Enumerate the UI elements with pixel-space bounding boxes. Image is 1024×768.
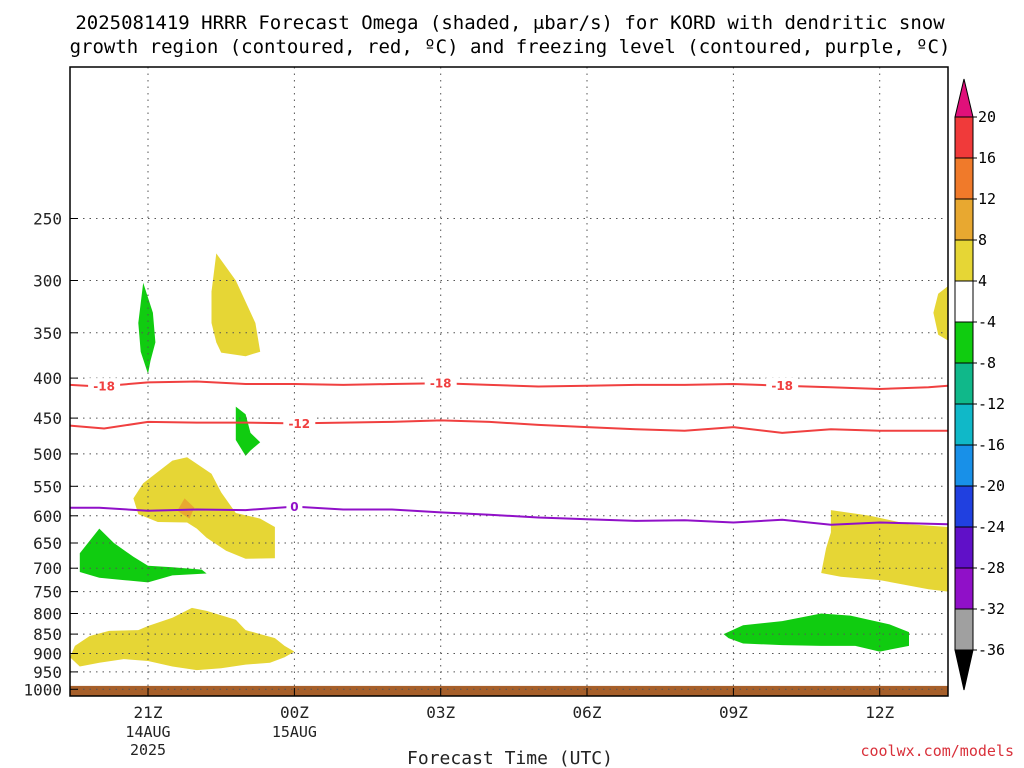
y-tick-label-250: 250 (33, 210, 62, 229)
contour-line-12 (69, 419, 948, 434)
omega-region-7 (138, 282, 156, 374)
y-tick-label-600: 600 (33, 507, 62, 526)
omega-region-1 (211, 253, 261, 357)
x-tick-label-06z: 06Z (573, 703, 602, 722)
colorbar-segment-16-20 (954, 444, 974, 487)
colorbar-segment-16-12 (954, 157, 974, 200)
colorbar-label-36: -36 (978, 641, 1005, 659)
y-tick-label-900: 900 (33, 645, 62, 664)
pressure-axis: 2503003504004505005506006507007508008509… (23, 210, 78, 699)
contour-label-bg (424, 375, 457, 391)
omega-region-8 (235, 406, 261, 456)
contour-label-bg (283, 415, 316, 431)
colorbar-segment-4-8 (954, 321, 974, 364)
ground-fill (70, 685, 948, 696)
plot-frame (69, 66, 949, 697)
omega-region-4 (177, 498, 195, 519)
contour-label-18: -18 (93, 380, 115, 394)
temperature-contours: -18 -18 -18 -12 0 (69, 375, 949, 526)
colorbar-segment-12-16 (954, 403, 974, 446)
ground-layer (70, 685, 948, 696)
contour-label-12: -12 (288, 417, 310, 431)
contour-label-bg (286, 498, 303, 514)
x-tick-label-00z: 00Z (280, 703, 309, 722)
x-year-label: 2025 (130, 741, 166, 759)
y-tick-label-500: 500 (33, 445, 62, 464)
contour-line-0 (70, 505, 949, 526)
gridlines (70, 67, 948, 696)
x-date-label-15aug: 15AUG (272, 723, 317, 741)
chart-title: 2025081419 HRRR Forecast Omega (shaded, … (70, 12, 951, 58)
colorbar-segment-32-36 (954, 608, 974, 651)
omega-region-3 (133, 457, 275, 559)
x-tick-label-12z: 12Z (865, 703, 894, 722)
y-tick-label-650: 650 (33, 534, 62, 553)
colorbar-segment-8-12 (954, 362, 974, 405)
contour-line-18 (69, 380, 949, 391)
omega-shaded-regions (70, 253, 948, 671)
colorbar-segment-12-8 (954, 198, 974, 241)
x-tick-label-03z: 03Z (426, 703, 455, 722)
x-date-label-14aug: 14AUG (125, 723, 170, 741)
colorbar-label-16: -16 (978, 436, 1005, 454)
colorbar-label-20: -20 (978, 477, 1005, 495)
colorbar-segment-4-4 (954, 280, 974, 323)
colorbar-label-8: -8 (978, 354, 996, 372)
colorbar-label-20: 20 (978, 108, 996, 126)
y-tick-label-850: 850 (33, 625, 62, 644)
colorbar-label-32: -32 (978, 600, 1005, 618)
x-tick-label-21z: 21Z (134, 703, 163, 722)
colorbar-label-8: 8 (978, 231, 987, 249)
y-tick-label-950: 950 (33, 663, 62, 682)
x-axis-label: Forecast Time (UTC) (407, 748, 613, 768)
credit-text: coolwx.com/models (860, 742, 1014, 760)
omega-region-6 (70, 607, 295, 671)
colorbar-bottom-arrow (954, 649, 974, 691)
omega-region-2 (933, 286, 948, 341)
contour-label-0: 0 (290, 500, 298, 514)
y-tick-label-1000: 1000 (23, 680, 62, 699)
colorbar-label-24: -24 (978, 518, 1005, 536)
omega-region-10 (723, 613, 909, 652)
colorbar-top-arrow (954, 78, 974, 118)
y-tick-label-550: 550 (33, 477, 62, 496)
y-tick-label-700: 700 (33, 559, 62, 578)
y-tick-label-300: 300 (33, 272, 62, 291)
colorbar-segment-28-32 (954, 567, 974, 610)
colorbar-label-28: -28 (978, 559, 1005, 577)
omega-region-9 (79, 528, 207, 583)
colorbar: 20 16 12 8 4 -4 -8 -12 -16 -20 -24 -28 -32 -36 (954, 78, 1005, 691)
contour-label-bg (766, 377, 799, 393)
colorbar-segment-8-4 (954, 239, 974, 282)
colorbar-label-4: 4 (978, 272, 987, 290)
omega-region-5 (821, 510, 948, 592)
colorbar-segment-24-28 (954, 526, 974, 569)
y-tick-label-450: 450 (33, 409, 62, 428)
colorbar-segment-20-16 (954, 116, 974, 159)
title-line-2: growth region (contoured, red, ºC) and f… (70, 36, 951, 58)
colorbar-label-4: -4 (978, 313, 996, 331)
colorbar-segment-20-24 (954, 485, 974, 528)
y-tick-label-800: 800 (33, 605, 62, 624)
contour-label-18: -18 (430, 377, 452, 391)
contour-label-18: -18 (771, 379, 793, 393)
colorbar-label-16: 16 (978, 149, 996, 167)
y-tick-label-750: 750 (33, 583, 62, 602)
title-line-1: 2025081419 HRRR Forecast Omega (shaded, … (75, 12, 945, 34)
y-tick-label-350: 350 (33, 324, 62, 343)
contour-label-bg (88, 378, 121, 394)
colorbar-label-12: 12 (978, 190, 996, 208)
y-tick-label-400: 400 (33, 369, 62, 388)
colorbar-label-12: -12 (978, 395, 1005, 413)
x-tick-label-09z: 09Z (719, 703, 748, 722)
